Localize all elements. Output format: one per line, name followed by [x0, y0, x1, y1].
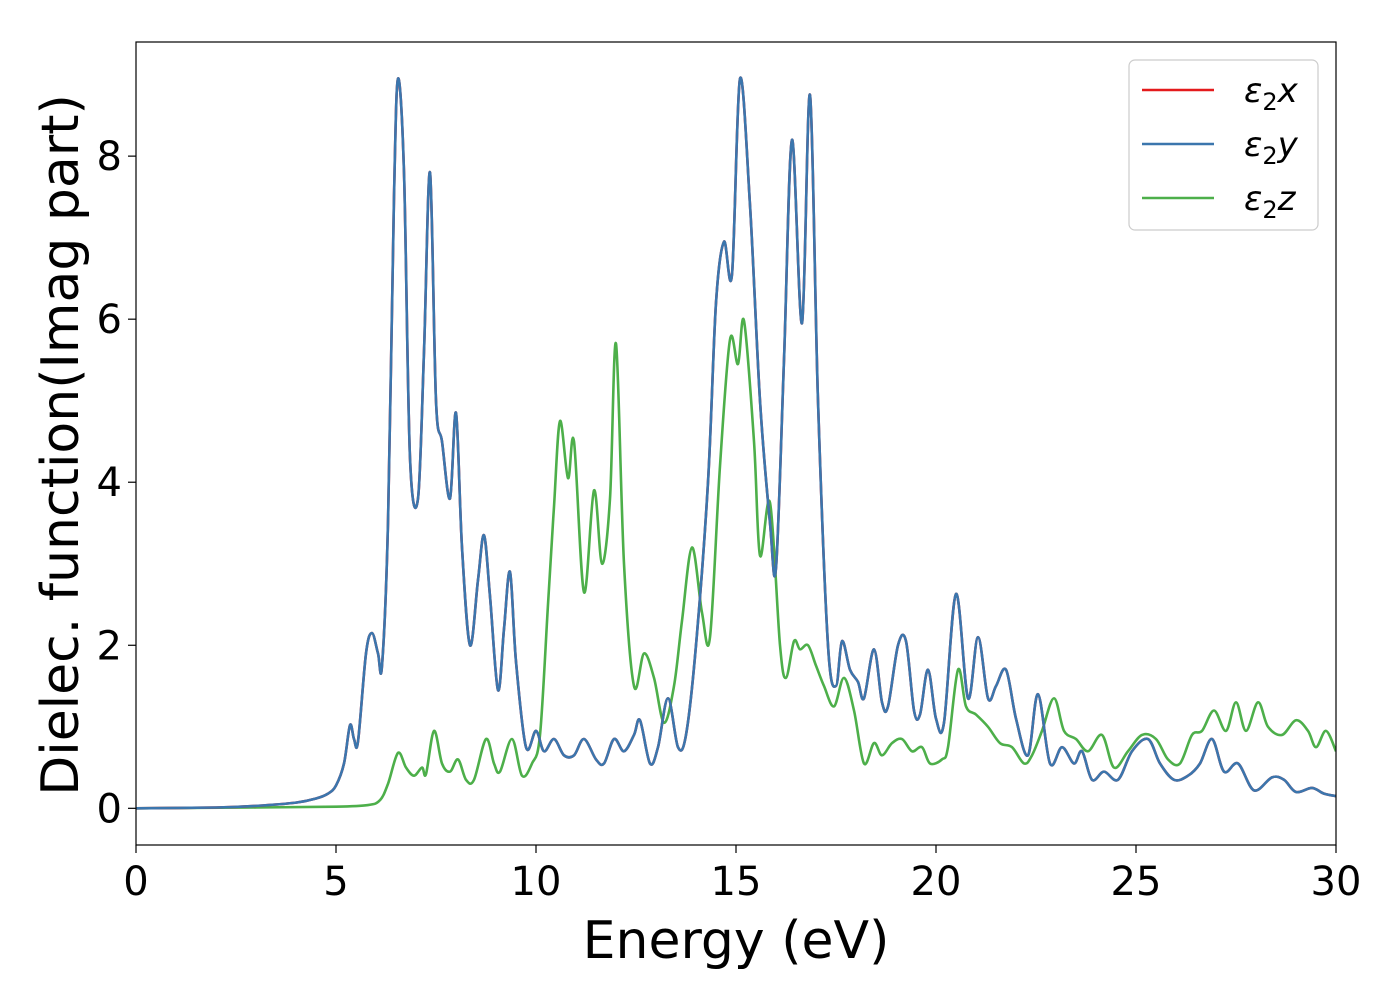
y-tick-label: 6 — [97, 297, 122, 343]
x-axis: 0 5 10 15 20 25 30 — [123, 845, 1361, 905]
x-tick-label: 5 — [323, 859, 348, 905]
x-tick-label: 20 — [911, 859, 962, 905]
y-tick-label: 0 — [97, 786, 122, 832]
x-tick-label: 15 — [711, 859, 762, 905]
legend-box — [1128, 59, 1319, 231]
y-tick-label: 8 — [97, 134, 122, 180]
y-axis-label: Dielec. function(Imag part) — [31, 94, 91, 796]
legend: ε2x ε2y ε2z — [1128, 59, 1319, 231]
y-tick-label: 2 — [97, 623, 122, 669]
x-tick-label: 30 — [1311, 859, 1362, 905]
y-tick-label: 4 — [97, 460, 122, 506]
x-axis-label: Energy (eV) — [583, 911, 890, 971]
legend-label-z: ε2z — [1244, 179, 1297, 224]
x-tick-label: 0 — [123, 859, 148, 905]
x-tick-label: 10 — [511, 859, 562, 905]
legend-label-x: ε2x — [1244, 71, 1299, 116]
series-line-y — [136, 76, 1336, 810]
legend-label-y: ε2y — [1244, 125, 1299, 170]
y-axis: 0 2 4 6 8 — [97, 134, 136, 832]
plot-area — [136, 76, 1336, 810]
x-tick-label: 25 — [1111, 859, 1162, 905]
series-line-z — [136, 317, 1336, 810]
